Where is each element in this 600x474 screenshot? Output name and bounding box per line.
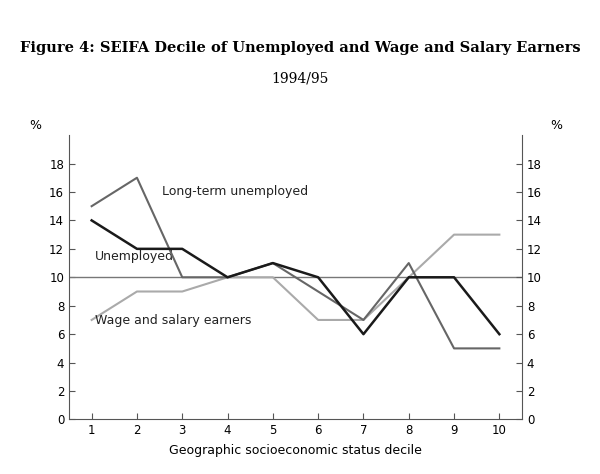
- Text: Wage and salary earners: Wage and salary earners: [95, 314, 251, 327]
- Text: 1994/95: 1994/95: [271, 71, 329, 85]
- X-axis label: Geographic socioeconomic status decile: Geographic socioeconomic status decile: [169, 444, 422, 457]
- Text: Figure 4: SEIFA Decile of Unemployed and Wage and Salary Earners: Figure 4: SEIFA Decile of Unemployed and…: [20, 40, 580, 55]
- Text: %: %: [550, 119, 562, 132]
- Text: Unemployed: Unemployed: [95, 250, 174, 263]
- Text: %: %: [29, 119, 41, 132]
- Text: Long-term unemployed: Long-term unemployed: [162, 185, 308, 198]
